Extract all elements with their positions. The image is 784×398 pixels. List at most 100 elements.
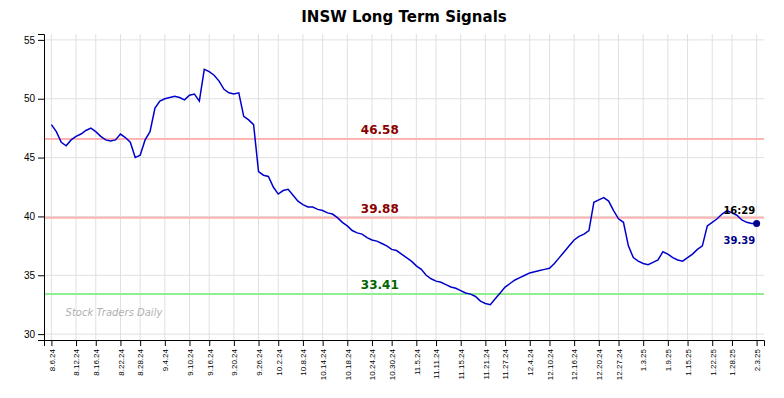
x-tick-label: 1.3.25 bbox=[639, 348, 648, 371]
x-tick-mark bbox=[436, 340, 437, 346]
x-tick-mark bbox=[303, 340, 304, 346]
x-tick: 10.14.24 bbox=[319, 340, 328, 380]
x-tick: 1.22.25 bbox=[709, 340, 718, 376]
x-tick: 10.2.24 bbox=[275, 340, 284, 376]
x-tick: 10.24.24 bbox=[368, 340, 377, 380]
x-tick: 9.20.24 bbox=[230, 340, 239, 376]
last-label: 16:29 bbox=[723, 205, 755, 216]
title: INSW Long Term Signals bbox=[301, 8, 506, 26]
grid-line-y bbox=[44, 98, 764, 99]
y-tick: 30 bbox=[24, 329, 44, 340]
y-tick: 55 bbox=[24, 35, 44, 46]
grid-line-y bbox=[44, 275, 764, 276]
x-tick-label: 1.22.25 bbox=[709, 348, 718, 375]
grid-line-y bbox=[44, 334, 764, 335]
y-tick-label: 35 bbox=[24, 270, 36, 281]
x-tick-label: 11.21.24 bbox=[482, 348, 491, 379]
x-tick-label: 11.11.24 bbox=[432, 348, 441, 379]
x-tick-mark bbox=[165, 340, 166, 346]
x-tick: 12.27.24 bbox=[615, 340, 624, 380]
x-tick-label: 1.28.25 bbox=[728, 348, 737, 375]
x-tick-mark bbox=[485, 340, 486, 346]
x-tick-mark bbox=[530, 340, 531, 346]
y-tick: 50 bbox=[24, 93, 44, 104]
y-tick-label: 50 bbox=[24, 93, 36, 104]
x-tick-mark bbox=[51, 340, 52, 346]
y-tick-mark bbox=[38, 216, 44, 217]
y-tick-mark bbox=[38, 275, 44, 276]
x-tick: 9.4.24 bbox=[161, 340, 170, 371]
x-tick-mark bbox=[643, 340, 644, 346]
x-tick: 11.21.24 bbox=[482, 340, 491, 380]
x-tick-mark bbox=[619, 340, 620, 346]
x-tick-mark bbox=[574, 340, 575, 346]
x-tick-mark bbox=[599, 340, 600, 346]
x-tick-mark bbox=[347, 340, 348, 346]
x-tick-label: 11.27.24 bbox=[501, 348, 510, 379]
grid bbox=[44, 34, 764, 340]
x-tick-label: 11.5.24 bbox=[413, 348, 422, 375]
x-tick-mark bbox=[259, 340, 260, 346]
y-axis-line bbox=[38, 35, 45, 341]
x-tick-mark bbox=[234, 340, 235, 346]
x-tick-mark bbox=[461, 340, 462, 346]
x-tick-label: 2.3.25 bbox=[753, 348, 762, 371]
y-tick: 40 bbox=[24, 211, 44, 222]
y-tick-mark bbox=[38, 40, 44, 41]
x-tick: 11.15.24 bbox=[457, 340, 466, 380]
x-tick-label: 10.14.24 bbox=[319, 348, 328, 380]
y-tick-mark bbox=[38, 334, 44, 335]
x-tick-mark bbox=[120, 340, 121, 346]
annotations: 46.5839.8833.4116:2939.39Stock Traders D… bbox=[66, 123, 756, 318]
x-tick: 8.12.24 bbox=[72, 340, 81, 376]
x-tick-label: 1.15.25 bbox=[684, 348, 693, 375]
x-tick: 1.9.25 bbox=[664, 340, 673, 371]
grid-line-y bbox=[44, 216, 764, 217]
last-point bbox=[753, 220, 760, 227]
x-tick: 12.4.24 bbox=[526, 340, 535, 376]
x-tick-label: 9.10.24 bbox=[186, 348, 195, 375]
x-tick: 9.10.24 bbox=[186, 340, 195, 376]
marks bbox=[44, 69, 764, 304]
x-tick: 11.5.24 bbox=[413, 340, 422, 375]
x-tick-label: 12.10.24 bbox=[546, 348, 555, 380]
y-tick: 35 bbox=[24, 270, 44, 281]
x-tick-mark bbox=[372, 340, 373, 346]
grid-line-y bbox=[44, 157, 764, 158]
chart: 8.6.24 8.12.24 8.16.24 8.22.24 8.28.24 9.4.24… bbox=[0, 0, 784, 398]
x-tick: 8.16.24 bbox=[92, 340, 101, 376]
x-tick-mark bbox=[76, 340, 77, 346]
x-tick-label: 12.4.24 bbox=[526, 348, 535, 375]
x-tick: 8.28.24 bbox=[136, 340, 145, 376]
x-tick-mark bbox=[732, 340, 733, 346]
x-tick-mark bbox=[278, 340, 279, 346]
watermark: Stock Traders Daily bbox=[66, 307, 164, 318]
x-tick-mark bbox=[416, 340, 417, 346]
x-tick-label: 12.27.24 bbox=[615, 348, 624, 380]
x-tick-label: 11.15.24 bbox=[457, 348, 466, 379]
x-tick-label: 9.16.24 bbox=[206, 348, 215, 375]
hline bbox=[44, 138, 764, 140]
price-line bbox=[51, 69, 756, 304]
y-tick-label: 45 bbox=[24, 152, 36, 163]
x-tick: 11.11.24 bbox=[432, 340, 441, 379]
x-tick-mark bbox=[392, 340, 393, 346]
plot: 8.6.24 8.12.24 8.16.24 8.22.24 8.28.24 9.4.24… bbox=[24, 34, 765, 380]
x-tick: 10.18.24 bbox=[344, 340, 353, 380]
x-tick: 12.10.24 bbox=[546, 340, 555, 380]
x-tick: 1.15.25 bbox=[684, 340, 693, 376]
y-tick: 45 bbox=[24, 152, 44, 163]
x-tick: 9.16.24 bbox=[206, 340, 215, 376]
grid-line-y bbox=[44, 39, 764, 40]
x-tick: 2.3.25 bbox=[753, 340, 762, 371]
x-tick-label: 9.4.24 bbox=[161, 348, 170, 371]
x-tick-label: 8.16.24 bbox=[92, 348, 101, 375]
hline bbox=[44, 217, 764, 219]
x-tick-label: 1.9.25 bbox=[664, 348, 673, 371]
x-tick: 8.22.24 bbox=[117, 340, 126, 376]
x-tick-mark bbox=[323, 340, 324, 346]
x-tick-label: 8.22.24 bbox=[117, 348, 126, 375]
x-tick-label: 10.24.24 bbox=[368, 348, 377, 380]
x-tick: 8.6.24 bbox=[48, 340, 57, 371]
y-tick-mark bbox=[38, 158, 44, 159]
